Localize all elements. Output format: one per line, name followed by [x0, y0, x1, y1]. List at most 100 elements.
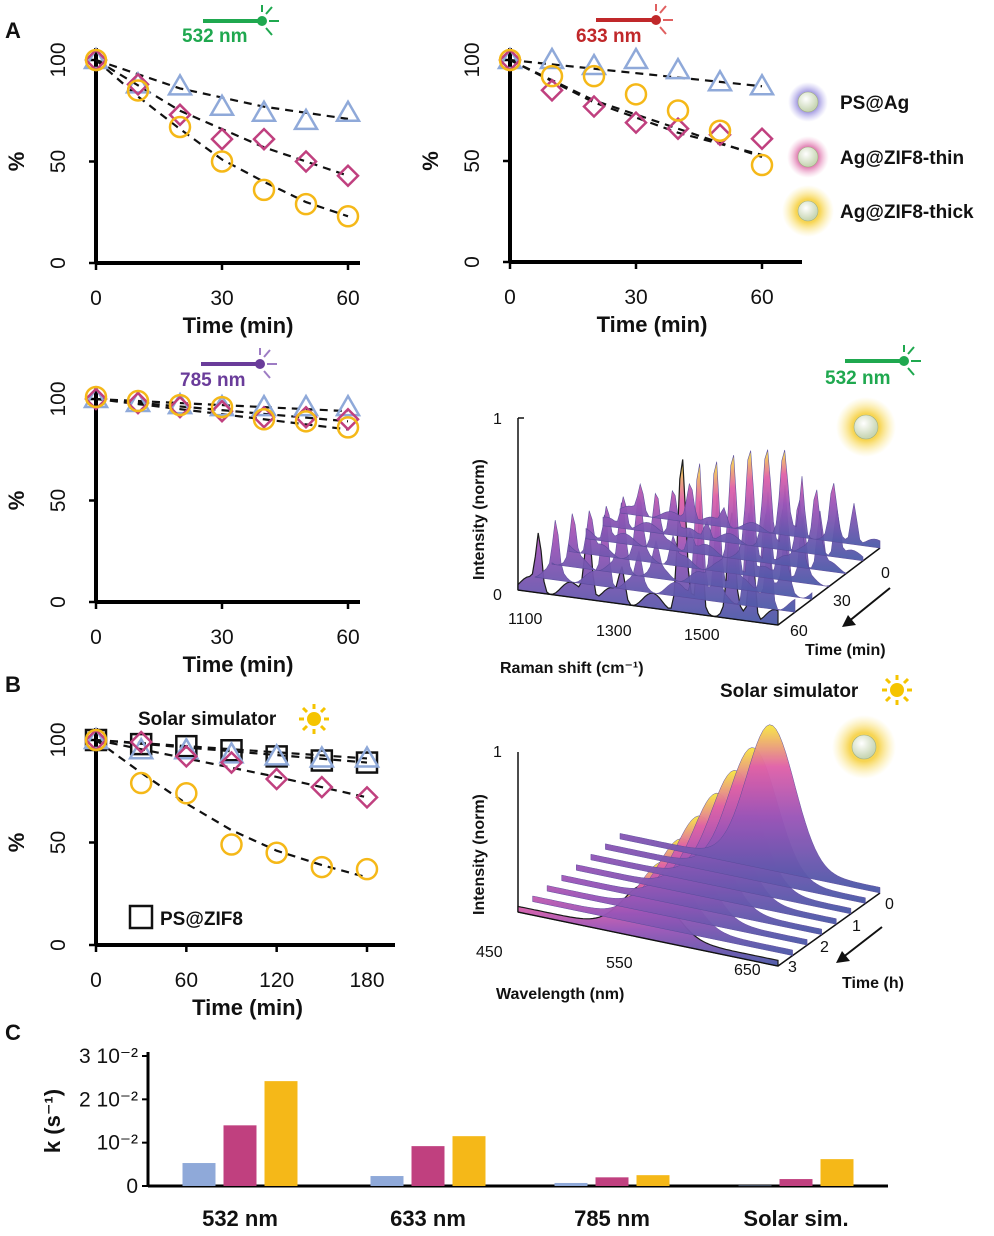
y-tick-label: 50 — [47, 150, 70, 173]
square-marker — [220, 739, 243, 762]
square-marker — [175, 734, 198, 758]
series-ag-zif8-thin — [84, 728, 379, 810]
x-axis-label: Time (min) — [192, 995, 303, 1020]
solar-spectra-3d: 1 Intensity (norm) 450 550 650 Wavelengt… — [471, 724, 904, 1003]
solar-zlabel: Time (h) — [842, 975, 904, 992]
solar-ylabel: Intensity (norm) — [471, 794, 488, 915]
series-ps-ag — [82, 726, 381, 768]
x-axis-label: Time (min) — [597, 312, 708, 337]
y-tick-label: 50 — [47, 831, 70, 854]
particle-thick-icon-raman — [836, 397, 896, 457]
fit-line — [509, 58, 763, 88]
fit-line — [95, 59, 349, 218]
raman-ztick-30: 30 — [833, 593, 851, 610]
y-tick-label: 100 — [461, 42, 484, 77]
circle-marker — [210, 395, 234, 419]
legend-ps-zif8-label: PS@ZIF8 — [160, 909, 243, 930]
x-axis-label: Time (min) — [183, 652, 294, 677]
triangle-marker — [664, 56, 692, 80]
solar-xtick-450: 450 — [476, 944, 503, 961]
triangle-marker — [334, 393, 362, 417]
solar-ztick-3: 3 — [788, 959, 797, 976]
y-tick-label: 0 — [47, 596, 70, 608]
diamond-marker — [355, 785, 379, 810]
legend-label: PS@Ag — [840, 93, 909, 114]
y-axis-label: % — [4, 152, 29, 172]
triangle-marker — [127, 736, 155, 760]
diamond-marker — [84, 387, 108, 411]
fit-line — [95, 739, 368, 879]
x-axis-label: Time (min) — [183, 313, 294, 338]
triangle-marker — [622, 46, 650, 70]
solar-surface — [517, 724, 881, 967]
series-ag-zif8-thin — [84, 48, 360, 188]
bar-y-tick-label: 2 10⁻² — [79, 1088, 138, 1111]
raman-xlabel: Raman shift (cm⁻¹) — [500, 660, 644, 677]
bar-ag-zif8-thin — [595, 1177, 629, 1186]
y-tick-label: 50 — [461, 149, 484, 172]
fit-line — [95, 738, 368, 764]
laser-532-label: 532 nm — [182, 26, 247, 47]
circle-marker — [129, 771, 153, 795]
bar-y-axis-label: k (s⁻¹) — [40, 1089, 65, 1153]
x-tick-label: 30 — [624, 286, 647, 309]
diamond-marker — [540, 78, 564, 103]
y-tick-label: 100 — [47, 381, 70, 416]
x-tick-label: 60 — [175, 969, 198, 992]
diamond-marker — [624, 110, 648, 135]
raman-xtick-1500: 1500 — [684, 627, 720, 644]
fit-line — [509, 59, 763, 159]
raman-ridge — [585, 450, 847, 575]
triangle-marker — [82, 726, 110, 750]
bar-ag-zif8-thick — [636, 1175, 670, 1186]
laser-532-badge-raman: 532 nm — [825, 345, 921, 389]
circle-marker — [175, 782, 198, 805]
legend: PS@Ag Ag@ZIF8-thin Ag@ZIF8-thick — [782, 82, 974, 237]
laser-rays-icon — [903, 345, 921, 376]
diamond-marker — [252, 405, 276, 430]
panel-label-a: A — [5, 18, 21, 43]
circle-marker — [540, 64, 564, 88]
solar-label-b2: Solar simulator — [720, 675, 912, 705]
x-tick-label: 0 — [90, 626, 102, 649]
solar-ytick-1: 1 — [493, 744, 502, 761]
series-ag-zif8-thick — [84, 385, 360, 439]
raman-ztick-60: 60 — [790, 623, 808, 640]
x-tick-label: 0 — [504, 286, 516, 309]
diamond-marker — [126, 72, 150, 97]
bar-ag-zif8-thick — [452, 1136, 486, 1186]
plot-633nm: 0 50 100 0 30 60 Time (min)% — [418, 42, 802, 337]
legend-item-ps-ag: PS@Ag — [788, 82, 909, 122]
diamond-marker — [126, 391, 150, 415]
solar-z-axis — [777, 892, 881, 967]
series-ps-ag — [82, 46, 362, 131]
triangle-marker — [308, 744, 336, 768]
laser-rays-icon — [259, 348, 277, 379]
circle-marker — [708, 119, 732, 142]
laser-rays-icon — [261, 5, 279, 36]
bar-ag-zif8-thin — [411, 1146, 445, 1186]
circle-marker — [310, 855, 334, 879]
plot-532nm: 0 50 100 0 30 60 Time (min)% — [4, 42, 362, 338]
time-arrow-icon — [836, 926, 883, 963]
bar-category-label: 532 nm — [202, 1206, 278, 1231]
triangle-marker — [353, 744, 381, 768]
fit-line — [95, 397, 349, 423]
bar-ps-ag — [182, 1163, 216, 1186]
sun-icon — [299, 704, 329, 734]
x-tick-label: 30 — [210, 626, 233, 649]
circle-marker — [252, 408, 276, 431]
circle-marker — [220, 833, 243, 856]
triangle-marker — [496, 46, 524, 70]
solar-label-b: Solar simulator — [138, 704, 329, 734]
panel-label-b: B — [5, 672, 21, 697]
sun-icon — [882, 675, 912, 705]
raman-ridge — [619, 449, 881, 549]
rate-constant-bar-chart: 0 10⁻² 2 10⁻² 3 10⁻² k (s⁻¹) 532 nm 633 nm 785 … — [40, 1045, 888, 1231]
y-tick-label: 50 — [47, 489, 70, 512]
triangle-marker — [292, 393, 320, 417]
raman-surface — [517, 449, 881, 626]
x-tick-label: 180 — [349, 969, 384, 992]
time-arrow-icon — [842, 587, 891, 627]
